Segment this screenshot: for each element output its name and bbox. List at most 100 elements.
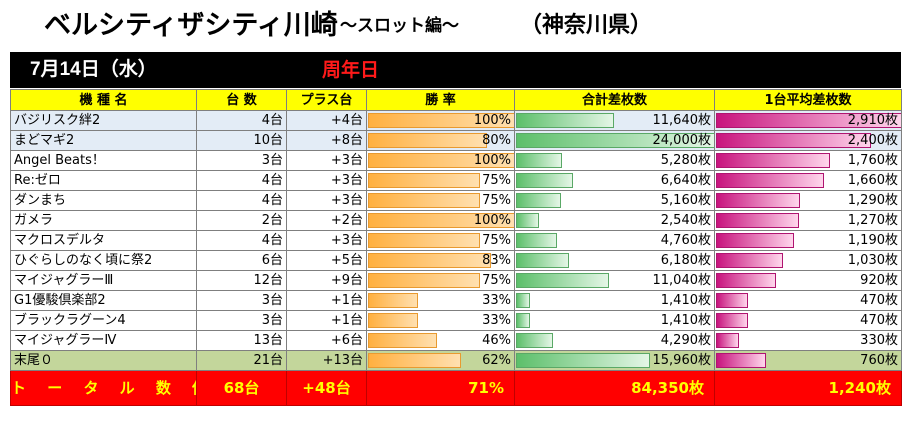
col-header-total: 合計差枚数	[514, 89, 715, 111]
total-diff-cell: 4,760枚	[514, 230, 715, 251]
plus-count: +3台	[286, 150, 367, 171]
avg-diff-bar	[716, 113, 901, 128]
total-diff-bar	[516, 353, 650, 368]
avg-diff-value: 1,030枚	[847, 253, 898, 268]
total-diff-value: 1,410枚	[660, 313, 711, 328]
total-diff-value: 11,640枚	[652, 113, 712, 128]
win-rate-value: 62%	[482, 353, 511, 368]
win-rate-bar	[368, 193, 480, 208]
unit-count: 4台	[196, 230, 287, 251]
win-rate-bar	[368, 213, 514, 228]
plus-count: +4台	[286, 110, 367, 131]
avg-diff-value: 330枚	[860, 333, 898, 348]
win-rate-value: 75%	[482, 193, 511, 208]
unit-count: 6台	[196, 250, 287, 271]
total-diff-value: 6,180枚	[660, 253, 711, 268]
unit-count: 3台	[196, 290, 287, 311]
win-rate-bar	[368, 313, 418, 328]
win-rate-bar	[368, 173, 480, 188]
machine-name: ブラックラグーン4	[10, 310, 197, 331]
total-diff-value: 5,280枚	[660, 153, 711, 168]
win-rate-bar	[368, 273, 480, 288]
avg-diff-bar	[716, 233, 794, 248]
avg-diff-value: 2,910枚	[847, 113, 898, 128]
avg-diff-value: 1,760枚	[847, 153, 898, 168]
total-diff: 84,350枚	[514, 370, 715, 406]
total-diff-value: 6,640枚	[660, 173, 711, 188]
plus-count: +9台	[286, 270, 367, 291]
total-diff-cell: 11,040枚	[514, 270, 715, 291]
total-diff-value: 24,000枚	[652, 133, 712, 148]
machine-name: ガメラ	[10, 210, 197, 231]
avg-diff-cell: 1,760枚	[714, 150, 902, 171]
total-diff-bar	[516, 113, 614, 128]
unit-count: 3台	[196, 310, 287, 331]
total-diff-value: 2,540枚	[660, 213, 711, 228]
avg-diff-cell: 760枚	[714, 350, 902, 371]
table-row: バジリスク絆2 4台 +4台 100% 11,640枚 2,910枚	[10, 110, 902, 131]
table-row: Angel Beats！ 3台 +3台 100% 5,280枚 1,760枚	[10, 150, 902, 171]
unit-count: 10台	[196, 130, 287, 151]
machine-name: ひぐらしのなく頃に祭2	[10, 250, 197, 271]
machine-name: ダンまち	[10, 190, 197, 211]
unit-count: 12台	[196, 270, 287, 291]
avg-diff-value: 1,190枚	[847, 233, 898, 248]
avg-diff-value: 920枚	[860, 273, 898, 288]
col-header-rate: 勝 率	[366, 89, 515, 111]
avg-diff-value: 470枚	[860, 293, 898, 308]
col-header-plus: プラス台	[286, 89, 367, 111]
event-label: 周年日	[322, 59, 380, 81]
col-header-name: 機 種 名	[10, 89, 197, 111]
total-diff-bar	[516, 313, 530, 328]
win-rate-cell: 33%	[366, 290, 515, 311]
win-rate-cell: 100%	[366, 210, 515, 231]
win-rate-cell: 33%	[366, 310, 515, 331]
win-rate-cell: 75%	[366, 230, 515, 251]
machine-name: マイジャグラーⅣ	[10, 330, 197, 351]
total-label: ト ー タ ル 数 値	[10, 370, 197, 406]
results-table: 機 種 名 台 数 プラス台 勝 率 合計差枚数 1台平均差枚数 バジリスク絆2…	[10, 89, 902, 406]
total-diff-cell: 6,180枚	[514, 250, 715, 271]
total-diff-value: 15,960枚	[652, 353, 712, 368]
table-row: Re:ゼロ 4台 +3台 75% 6,640枚 1,660枚	[10, 170, 902, 191]
avg-diff-bar	[716, 213, 799, 228]
machine-name: マイジャグラーⅢ	[10, 270, 197, 291]
win-rate-value: 80%	[482, 133, 511, 148]
avg-diff-bar	[716, 333, 739, 348]
plus-count: +3台	[286, 170, 367, 191]
total-units: 68台	[196, 370, 287, 406]
total-diff-bar	[516, 293, 530, 308]
win-rate-cell: 75%	[366, 270, 515, 291]
avg-diff-cell: 920枚	[714, 270, 902, 291]
machine-name: G1優駿倶楽部2	[10, 290, 197, 311]
total-diff-cell: 15,960枚	[514, 350, 715, 371]
table-row: まどマギ2 10台 +8台 80% 24,000枚 2,400枚	[10, 130, 902, 151]
avg-diff-cell: 1,030枚	[714, 250, 902, 271]
win-rate-bar	[368, 333, 437, 348]
win-rate-bar	[368, 353, 461, 368]
table-row: マクロスデルタ 4台 +3台 75% 4,760枚 1,190枚	[10, 230, 902, 251]
total-diff-cell: 6,640枚	[514, 170, 715, 191]
total-diff-bar	[516, 233, 557, 248]
store-title: ベルシティザシティ川崎	[44, 10, 338, 41]
avg-diff-cell: 470枚	[714, 310, 902, 331]
avg-diff-cell: 2,400枚	[714, 130, 902, 151]
avg-diff-bar	[716, 273, 776, 288]
win-rate-value: 75%	[482, 233, 511, 248]
win-rate-value: 33%	[482, 293, 511, 308]
avg-diff-cell: 1,190枚	[714, 230, 902, 251]
win-rate-value: 46%	[482, 333, 511, 348]
total-diff-cell: 5,280枚	[514, 150, 715, 171]
win-rate-cell: 100%	[366, 150, 515, 171]
win-rate-bar	[368, 153, 514, 168]
win-rate-cell: 100%	[366, 110, 515, 131]
win-rate-value: 83%	[482, 253, 511, 268]
total-diff-cell: 5,160枚	[514, 190, 715, 211]
total-rate: 71%	[366, 370, 515, 406]
total-diff-value: 4,760枚	[660, 233, 711, 248]
win-rate-bar	[368, 133, 487, 148]
total-diff-value: 11,040枚	[652, 273, 712, 288]
unit-count: 4台	[196, 190, 287, 211]
table-row: ブラックラグーン4 3台 +1台 33% 1,410枚 470枚	[10, 310, 902, 331]
total-diff-bar	[516, 133, 714, 148]
